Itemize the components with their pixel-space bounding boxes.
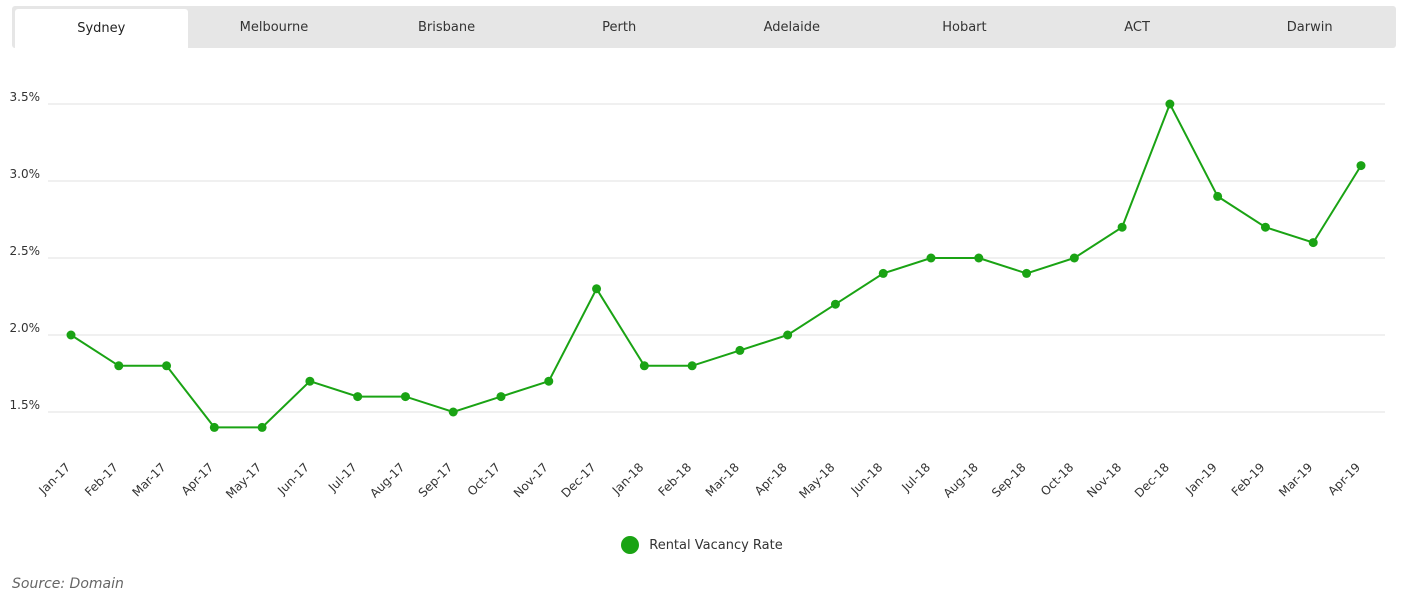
data-point[interactable]	[830, 299, 840, 309]
x-tick-label: Feb-19	[1229, 460, 1268, 499]
data-point[interactable]	[878, 268, 888, 278]
tab-darwin[interactable]: Darwin	[1286, 19, 1333, 35]
data-point[interactable]	[735, 345, 745, 355]
data-point[interactable]	[639, 361, 649, 371]
x-tick-label: Apr-18	[752, 460, 790, 498]
data-point[interactable]	[1260, 222, 1270, 232]
data-point[interactable]	[1165, 99, 1175, 109]
x-tick-label: Jul-18	[898, 460, 933, 495]
data-point[interactable]	[687, 361, 697, 371]
tab-sydney[interactable]: Sydney	[15, 9, 188, 48]
data-point[interactable]	[1308, 238, 1318, 248]
vacancy-rate-chart: 1.5% 2.0% 2.5% 3.0% 3.5% Jan-17 Feb-17 Mar-17 A…	[10, 90, 1385, 501]
y-tick-label: 2.0%	[10, 321, 41, 335]
data-point[interactable]	[257, 422, 267, 432]
data-point[interactable]	[1213, 191, 1223, 201]
x-tick-label: Oct-18	[1038, 460, 1076, 498]
tab-act[interactable]: ACT	[1124, 19, 1150, 35]
data-point[interactable]	[783, 330, 793, 340]
y-tick-label: 3.5%	[10, 90, 41, 104]
data-point[interactable]	[496, 392, 506, 402]
x-tick-label: Feb-17	[82, 460, 121, 499]
city-tabs: Sydney Melbourne Brisbane Perth Adelaide Hoba…	[12, 6, 1396, 48]
data-point[interactable]	[544, 376, 554, 386]
x-tick-label: Mar-18	[703, 460, 742, 499]
x-tick-label: Sep-18	[989, 460, 1029, 500]
x-tick-label: Jul-17	[325, 460, 360, 495]
y-tick-label: 2.5%	[10, 244, 41, 258]
x-tick-label: Apr-17	[179, 460, 217, 498]
data-point[interactable]	[400, 392, 410, 402]
data-point[interactable]	[162, 361, 172, 371]
series-points	[66, 99, 1366, 432]
x-tick-label: Aug-18	[941, 460, 981, 500]
x-tick-label: Jun-17	[274, 460, 312, 498]
x-tick-label: Dec-18	[1132, 460, 1172, 500]
x-tick-label: May-18	[796, 460, 837, 501]
data-point[interactable]	[926, 253, 936, 263]
x-tick-label: Feb-18	[655, 460, 694, 499]
data-point[interactable]	[353, 392, 363, 402]
x-tick-label: Nov-17	[511, 460, 551, 500]
tab-perth[interactable]: Perth	[602, 19, 637, 35]
gridlines	[48, 103, 1385, 413]
x-tick-label: Jun-18	[848, 460, 886, 498]
x-tick-label: Jan-18	[609, 460, 647, 498]
data-point[interactable]	[1022, 268, 1032, 278]
data-point[interactable]	[305, 376, 315, 386]
x-tick-label: Nov-18	[1084, 460, 1124, 500]
tab-brisbane[interactable]: Brisbane	[418, 19, 476, 35]
series-line-rental-vacancy-rate	[70, 101, 1362, 429]
tab-hobart[interactable]: Hobart	[942, 19, 987, 35]
tab-melbourne[interactable]: Melbourne	[239, 19, 309, 35]
data-point[interactable]	[448, 407, 458, 417]
data-point[interactable]	[1356, 161, 1366, 171]
x-tick-label: Apr-19	[1325, 460, 1363, 498]
data-point[interactable]	[1117, 222, 1127, 232]
series-line	[70, 101, 1362, 429]
y-tick-label: 1.5%	[10, 398, 41, 412]
data-point[interactable]	[209, 422, 219, 432]
x-tick-label: Mar-19	[1276, 460, 1315, 499]
legend-marker	[621, 536, 640, 554]
x-axis-ticks: Jan-17 Feb-17 Mar-17 Apr-17 May-17 Jun-17 Jul-…	[36, 460, 1364, 501]
data-point[interactable]	[974, 253, 984, 263]
x-tick-label: Dec-17	[558, 460, 598, 500]
x-tick-label: Mar-17	[129, 460, 168, 499]
data-point[interactable]	[66, 330, 76, 340]
x-tick-label: Jan-19	[1182, 460, 1220, 498]
x-tick-label: May-17	[223, 460, 264, 501]
legend[interactable]: Rental Vacancy Rate	[0, 536, 1404, 554]
x-tick-label: Jan-17	[36, 460, 74, 498]
legend-label: Rental Vacancy Rate	[649, 537, 783, 553]
x-tick-label: Aug-17	[367, 460, 407, 500]
data-point[interactable]	[592, 284, 602, 294]
x-tick-label: Oct-17	[465, 460, 503, 498]
x-tick-label: Sep-17	[416, 460, 456, 500]
tab-adelaide[interactable]: Adelaide	[763, 19, 820, 35]
y-axis-ticks: 1.5% 2.0% 2.5% 3.0% 3.5%	[10, 90, 41, 412]
y-tick-label: 3.0%	[10, 167, 41, 181]
source-note: Source: Domain	[12, 576, 124, 592]
data-point[interactable]	[114, 361, 124, 371]
data-point[interactable]	[1069, 253, 1079, 263]
